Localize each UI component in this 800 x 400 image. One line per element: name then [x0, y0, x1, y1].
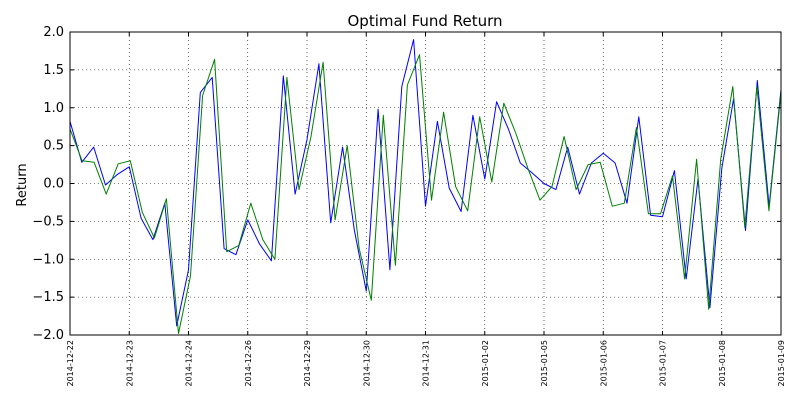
x-tick-label: 2015-01-06: [599, 340, 608, 387]
series-lines: [69, 39, 782, 334]
x-tick-label: 2015-01-09: [777, 340, 786, 387]
x-tick-label: 2015-01-02: [481, 340, 490, 387]
y-tick-label: −1.0: [32, 252, 64, 267]
axis-ticks: 2.01.51.00.50.0−0.5−1.0−1.5−2.02014-12-2…: [32, 25, 786, 387]
series-line-1: [69, 39, 782, 327]
y-tick-label: 1.0: [43, 101, 64, 116]
y-tick-label: 0.0: [43, 177, 64, 192]
plot-frame: [69, 31, 782, 336]
x-tick-label: 2014-12-23: [125, 340, 134, 387]
x-tick-label: 2014-12-30: [362, 340, 371, 387]
x-tick-label: 2014-12-24: [185, 340, 194, 387]
y-tick-label: 1.5: [43, 63, 64, 78]
x-tick-label: 2014-12-22: [66, 340, 75, 387]
y-tick-label: 2.0: [43, 25, 64, 40]
x-tick-label: 2015-01-05: [540, 340, 549, 387]
x-tick-label: 2014-12-29: [303, 340, 312, 387]
x-tick-label: 2015-01-07: [659, 340, 668, 387]
y-tick-label: −0.5: [32, 214, 64, 229]
y-tick-label: 0.5: [43, 139, 64, 154]
y-tick-label: −1.5: [32, 290, 64, 305]
y-axis-label: Return: [15, 163, 30, 206]
y-tick-label: −2.0: [32, 328, 64, 343]
series-line-2: [69, 54, 782, 334]
x-tick-label: 2015-01-08: [718, 340, 727, 387]
x-tick-label: 2014-12-31: [422, 340, 431, 387]
chart-title: Optimal Fund Return: [347, 12, 502, 30]
grid-lines: [69, 31, 782, 336]
x-tick-label: 2014-12-26: [244, 340, 253, 387]
